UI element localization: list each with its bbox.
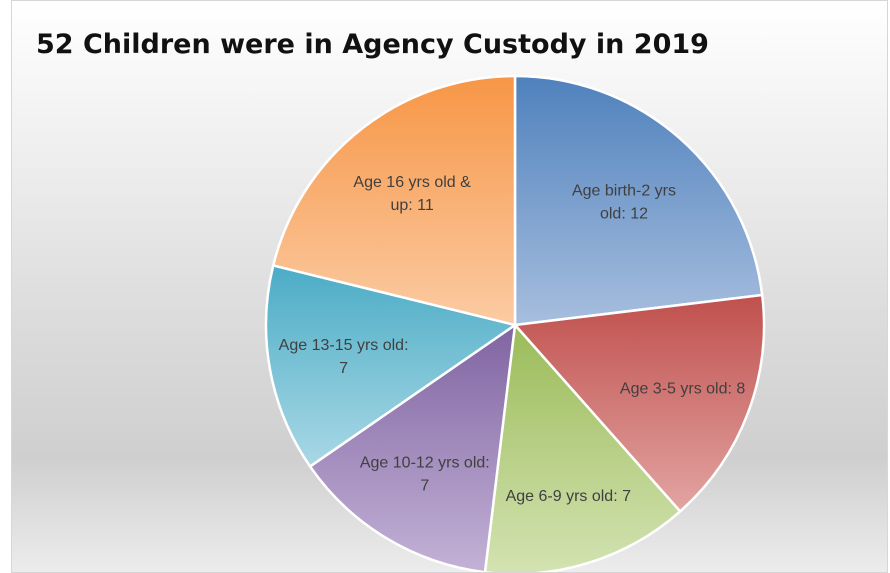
slice-label-6: Age 16 yrs old & up: 11	[353, 174, 471, 214]
slice-label-5: Age 13-15 yrs old: 7	[279, 337, 409, 377]
pie-slice-4	[308, 323, 517, 572]
slice-label-3: Age 6-9 yrs old: 7	[506, 488, 632, 505]
pie-slice-1	[513, 74, 764, 327]
slice-label-2: Age 3-5 yrs old: 8	[620, 381, 746, 398]
pie-slice-6	[271, 74, 517, 327]
chart-title: 52 Children were in Agency Custody in 20…	[36, 29, 709, 60]
slice-label-1: Age birth-2 yrs old: 12	[572, 183, 676, 223]
pie-slice-2	[513, 293, 766, 513]
pie-slice-3	[483, 323, 682, 572]
chart-area: 52 Children were in Agency Custody in 20…	[11, 0, 888, 573]
pie-slice-5	[264, 264, 517, 468]
pie-chart: Age birth-2 yrs old: 12 Age 3-5 yrs old: 8…	[264, 74, 766, 572]
slice-label-4: Age 10-12 yrs old: 7	[360, 455, 490, 495]
